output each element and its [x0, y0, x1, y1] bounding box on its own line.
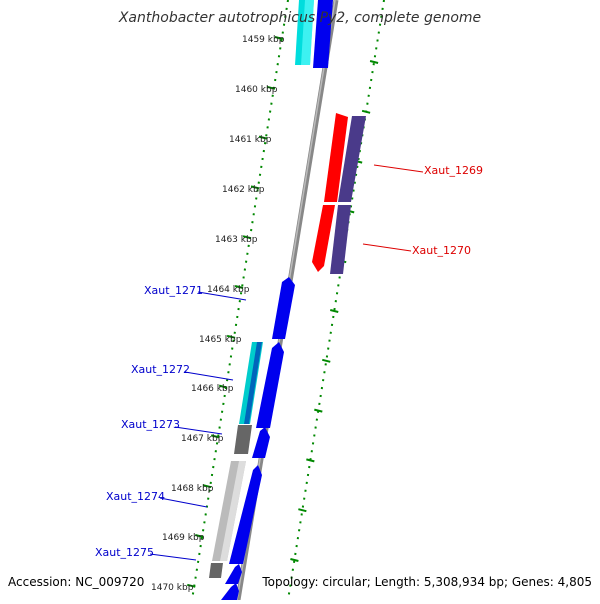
gene-xaut-1274-pseudo-shade — [220, 461, 246, 561]
scale-tick-right — [329, 309, 339, 313]
tick-label-1466: 1466 kbp — [191, 384, 234, 394]
tick-label-1467: 1467 kbp — [181, 434, 224, 444]
tick-label-1464: 1464 kbp — [207, 285, 250, 295]
gene-xaut-1272-blue[interactable] — [256, 342, 284, 428]
scale-tick — [266, 85, 276, 90]
scale-tick — [274, 36, 284, 40]
leader-xaut-1271 — [197, 291, 247, 301]
leader-xaut-1270 — [362, 243, 412, 252]
gene-xaut-1269-partner[interactable] — [338, 116, 366, 202]
gene-xaut-1274-blue[interactable] — [229, 465, 262, 564]
scale-tick — [250, 185, 260, 190]
label-xaut-1274[interactable]: Xaut_1274 — [106, 490, 165, 503]
gene-bottom-blue[interactable] — [221, 583, 239, 600]
label-xaut-1269[interactable]: Xaut_1269 — [424, 164, 483, 177]
label-xaut-1273[interactable]: Xaut_1273 — [121, 418, 180, 431]
map-title: Xanthobacter autotrophicus Py2, complete… — [118, 10, 482, 26]
scale-tick — [242, 235, 252, 240]
scale-tick-right — [290, 558, 299, 562]
gene-xaut-1269-red[interactable] — [324, 113, 348, 202]
leader-xaut-1274 — [159, 497, 208, 508]
scale-tick — [194, 534, 204, 538]
scale-tick-right — [369, 60, 379, 64]
gene-cyan-top-light — [301, 0, 314, 65]
scale-tick — [210, 434, 220, 439]
scale-labels: 1459 kbp 1460 kbp 1461 kbp 1462 kbp 1463… — [151, 35, 285, 593]
leader-xaut-1273 — [174, 426, 223, 435]
leader-xaut-1275 — [149, 553, 197, 561]
scale-tick-right — [314, 408, 323, 413]
gene-xaut-1273-pseudo[interactable] — [234, 425, 252, 454]
leader-xaut-1269 — [373, 164, 424, 173]
tick-label-1470: 1470 kbp — [151, 583, 194, 593]
scale-tick-right — [298, 508, 307, 513]
scale-tick — [258, 135, 268, 140]
gene-xaut-1270-partner[interactable] — [330, 205, 351, 274]
tick-label-1468: 1468 kbp — [171, 484, 214, 494]
gene-xaut-1275-pseudo[interactable] — [209, 563, 223, 578]
tick-label-1460: 1460 kbp — [235, 85, 278, 95]
scale-tick — [218, 384, 228, 389]
gene-xaut-1272-rna-stripe — [244, 342, 262, 424]
tick-label-1462: 1462 kbp — [222, 185, 265, 195]
scale-tick — [187, 583, 196, 588]
scale-tick-right — [306, 458, 315, 463]
gene-xaut-1271[interactable] — [272, 277, 295, 339]
tick-label-1463: 1463 kbp — [215, 235, 258, 245]
tick-label-1469: 1469 kbp — [162, 533, 205, 543]
gene-xaut-1275-blue[interactable] — [225, 564, 242, 584]
gene-xaut-1270-red[interactable] — [312, 205, 335, 272]
gene-xaut-1273-blue[interactable] — [252, 427, 270, 458]
scale-tick-right — [322, 358, 331, 363]
leader-xaut-1272 — [184, 371, 234, 381]
accession-text: Accession: NC_009720 — [8, 575, 145, 589]
label-xaut-1271[interactable]: Xaut_1271 — [144, 284, 203, 297]
label-xaut-1270[interactable]: Xaut_1270 — [412, 244, 471, 257]
label-xaut-1275[interactable]: Xaut_1275 — [95, 546, 154, 559]
label-xaut-1272[interactable]: Xaut_1272 — [131, 363, 190, 376]
scale-tick-right — [361, 109, 371, 114]
scale-tick — [226, 334, 236, 339]
scale-tick — [202, 484, 212, 489]
tick-label-1459: 1459 kbp — [242, 35, 285, 45]
scale-tick — [234, 285, 244, 289]
gene-blue-top[interactable] — [313, 0, 333, 68]
tick-label-1465: 1465 kbp — [199, 335, 242, 345]
tick-label-1461: 1461 kbp — [229, 135, 272, 145]
genome-summary-text: Topology: circular; Length: 5,308,934 bp… — [262, 575, 592, 589]
